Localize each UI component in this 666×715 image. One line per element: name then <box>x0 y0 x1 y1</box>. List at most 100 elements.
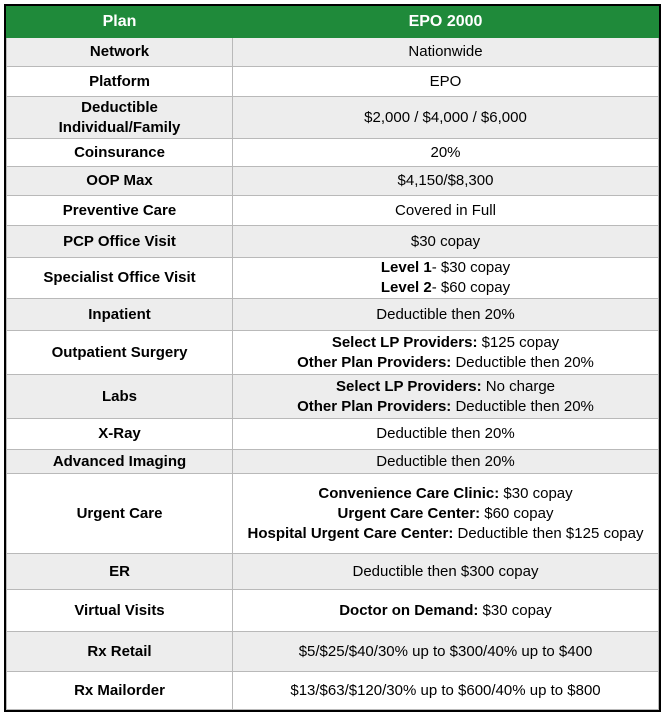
benefit-value-line: Other Plan Providers: Deductible then 20… <box>237 397 654 417</box>
benefit-value-line: $13/$63/$120/30% up to $600/40% up to $8… <box>237 681 654 701</box>
benefit-label-cell: Labs <box>6 374 233 419</box>
benefit-value-cell: $4,150/$8,300 <box>232 166 659 196</box>
benefit-value-text: $60 copay <box>480 504 554 522</box>
benefits-table-frame: Plan EPO 2000 Network Nationwide Platform E… <box>4 4 661 712</box>
table-row: Virtual Visits Doctor on Demand: $30 copa… <box>6 589 659 632</box>
table-row: Labs Select LP Providers: No charge Other … <box>6 374 659 419</box>
table-row: Inpatient Deductible then 20% <box>6 298 659 331</box>
benefit-value-cell: Select LP Providers: No charge Other Plan… <box>232 374 659 419</box>
benefit-value-cell: Convenience Care Clinic: $30 copay Urgent… <box>232 473 659 554</box>
table-row: X-Ray Deductible then 20% <box>6 418 659 450</box>
benefit-label: X-Ray <box>98 425 141 442</box>
benefit-value-text: Deductible then 20% <box>376 452 515 470</box>
benefit-label: Urgent Care <box>76 504 163 522</box>
benefit-value-cell: $5/$25/$40/30% up to $300/40% up to $400 <box>232 631 659 672</box>
benefit-label-cell: Network <box>6 37 233 67</box>
plan-column-header: Plan <box>6 6 233 38</box>
table-row: Rx Retail $5/$25/$40/30% up to $300/40% u… <box>6 631 659 672</box>
benefit-label: Outpatient Surgery <box>51 343 188 361</box>
table-header-row: Plan EPO 2000 <box>6 6 659 38</box>
benefit-label-cell: Preventive Care <box>6 195 233 226</box>
benefit-value-line: 20% <box>237 143 654 163</box>
benefit-value-cell: Level 1- $30 copay Level 2- $60 copay <box>232 257 659 299</box>
benefit-label: OOP Max <box>86 172 153 189</box>
benefit-value-line: Covered in Full <box>237 201 654 221</box>
benefit-value-bold: Other Plan Providers: <box>297 353 452 371</box>
benefit-value-cell: Deductible then 20% <box>232 298 659 331</box>
benefit-value-line: Deductible then 20% <box>237 424 654 444</box>
benefit-value-cell: Nationwide <box>232 37 659 67</box>
benefit-value-bold: Other Plan Providers: <box>297 397 452 415</box>
benefit-value-text: Deductible then $125 copay <box>453 524 644 542</box>
benefit-value-text: $4,150/$8,300 <box>397 172 494 189</box>
benefit-label: Individual/Family <box>58 118 181 136</box>
benefit-value-text: Deductible then 20% <box>451 397 594 415</box>
benefit-value-line: $4,150/$8,300 <box>237 171 654 191</box>
benefit-value-text: $2,000 / $4,000 / $6,000 <box>364 108 527 126</box>
benefit-value-line: Deductible then 20% <box>237 305 654 325</box>
benefit-value-text: $30 copay <box>410 232 481 250</box>
benefit-value-bold: Hospital Urgent Care Center: <box>247 524 454 542</box>
table-row: Deductible Individual/Family $2,000 / $4,0… <box>6 96 659 139</box>
benefit-label-cell: X-Ray <box>6 418 233 450</box>
benefit-value-line: $2,000 / $4,000 / $6,000 <box>237 108 654 128</box>
benefit-value-line: Other Plan Providers: Deductible then 20… <box>237 353 654 373</box>
benefit-value-line: EPO <box>237 72 654 92</box>
benefit-value-line: Hospital Urgent Care Center: Deductible … <box>237 524 654 544</box>
benefit-value-bold: Doctor on Demand: <box>339 601 479 619</box>
benefit-value-cell: Select LP Providers: $125 copay Other Pla… <box>232 330 659 375</box>
benefit-value-text: No charge <box>481 377 555 395</box>
benefit-value-cell: Covered in Full <box>232 195 659 226</box>
benefit-value-cell: Deductible then $300 copay <box>232 553 659 590</box>
benefit-value-line: Nationwide <box>237 42 654 62</box>
benefit-label-cell: Rx Retail <box>6 631 233 672</box>
benefit-value-bold: Level 2 <box>380 279 432 296</box>
benefit-label-cell: Platform <box>6 66 233 97</box>
benefit-value-text: $30 copay <box>499 484 573 502</box>
benefit-value-text: $30 copay <box>478 601 552 619</box>
benefit-label-cell: Deductible Individual/Family <box>6 96 233 139</box>
plan-name-header: EPO 2000 <box>232 6 659 38</box>
benefit-label: Virtual Visits <box>74 601 165 619</box>
benefit-value-bold: Convenience Care Clinic: <box>318 484 500 502</box>
benefit-value-line: Convenience Care Clinic: $30 copay <box>237 484 654 504</box>
benefit-label: Coinsurance <box>74 143 165 161</box>
benefit-value-line: Level 2- $60 copay <box>237 278 654 298</box>
benefit-value-line: Select LP Providers: No charge <box>237 377 654 397</box>
benefit-value-line: Select LP Providers: $125 copay <box>237 333 654 353</box>
benefit-value-text: Nationwide <box>408 43 483 60</box>
benefit-label-cell: Advanced Imaging <box>6 449 233 474</box>
benefit-value-text: $125 copay <box>477 333 560 351</box>
benefit-value-bold: Urgent Care Center: <box>337 504 481 522</box>
benefit-label-cell: Virtual Visits <box>6 589 233 632</box>
benefit-value-text: $13/$63/$120/30% up to $600/40% up to $8… <box>290 681 601 699</box>
benefit-value-cell: Doctor on Demand: $30 copay <box>232 589 659 632</box>
benefit-label-cell: Rx Mailorder <box>6 671 233 710</box>
benefit-value-text: Deductible then 20% <box>376 425 515 442</box>
benefit-value-text: Deductible then $300 copay <box>352 562 539 580</box>
benefit-label: ER <box>109 562 130 580</box>
benefit-value-cell: $30 copay <box>232 225 659 258</box>
benefit-label-cell: Inpatient <box>6 298 233 331</box>
benefit-label: Rx Retail <box>87 642 152 660</box>
benefit-label: Labs <box>101 387 137 405</box>
benefit-value-line: Deductible then 20% <box>237 452 654 472</box>
table-row: Rx Mailorder $13/$63/$120/30% up to $600/… <box>6 671 659 710</box>
benefit-label: Rx Mailorder <box>74 681 165 699</box>
benefit-value-text: Deductible then 20% <box>376 305 515 323</box>
table-row: PCP Office Visit $30 copay <box>6 225 659 258</box>
benefits-table-body: Network Nationwide Platform EPO Deductible In… <box>6 37 659 710</box>
benefit-label-cell: Specialist Office Visit <box>6 257 233 299</box>
table-row: Specialist Office Visit Level 1- $30 copa… <box>6 257 659 299</box>
benefit-label-cell: ER <box>6 553 233 590</box>
benefit-value-text: Covered in Full <box>395 201 496 219</box>
benefit-value-cell: EPO <box>232 66 659 97</box>
benefit-value-cell: Deductible then 20% <box>232 449 659 474</box>
benefit-value-line: Deductible then $300 copay <box>237 562 654 582</box>
benefit-label-cell: Coinsurance <box>6 138 233 167</box>
benefit-value-bold: Select LP Providers: <box>331 333 478 351</box>
benefit-label-cell: PCP Office Visit <box>6 225 233 258</box>
benefit-value-cell: $13/$63/$120/30% up to $600/40% up to $8… <box>232 671 659 710</box>
benefit-value-text: Deductible then 20% <box>451 353 594 371</box>
benefit-label-cell: Urgent Care <box>6 473 233 554</box>
